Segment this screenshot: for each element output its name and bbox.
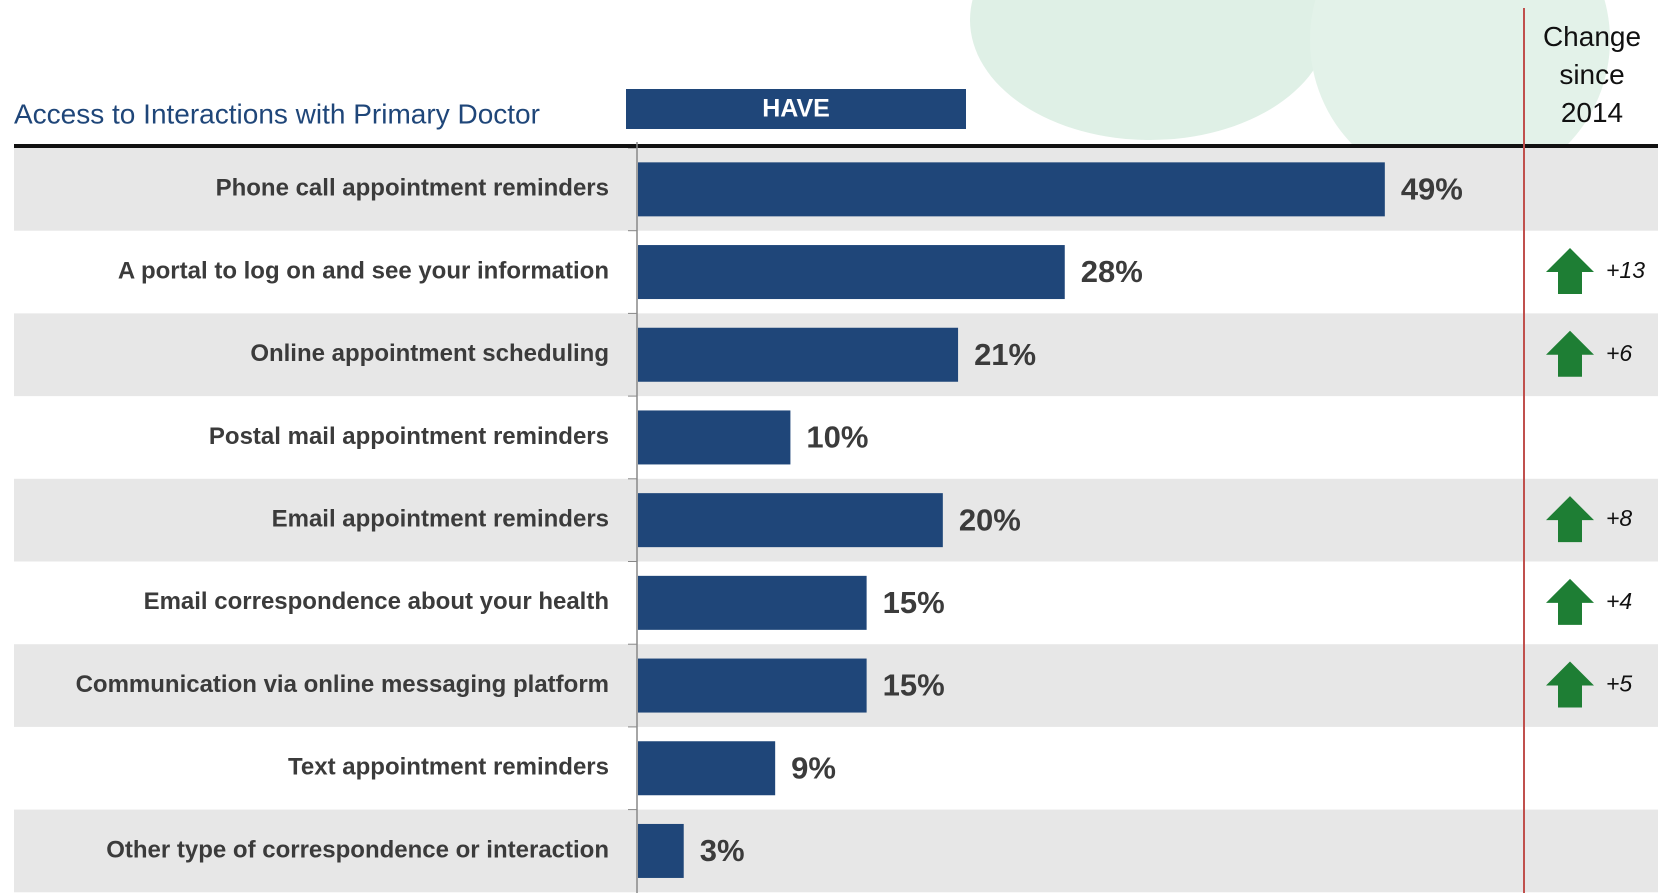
bar — [638, 162, 1385, 217]
change-arrow — [1546, 661, 1594, 708]
value-label: 3% — [700, 833, 745, 868]
change-label: +4 — [1606, 588, 1632, 614]
value-label: 49% — [1401, 172, 1463, 207]
change-arrow — [1546, 578, 1594, 625]
bar — [638, 493, 943, 548]
change-arrow — [1546, 496, 1594, 543]
chart-title: Access to Interactions with Primary Doct… — [14, 98, 540, 129]
bar — [638, 658, 867, 713]
row-band — [14, 809, 1658, 893]
header-box — [626, 89, 966, 129]
category-label: Email correspondence about your health — [144, 588, 609, 615]
value-label: 10% — [806, 420, 868, 455]
change-label: +8 — [1606, 505, 1632, 531]
category-label: A portal to log on and see your informat… — [118, 257, 609, 284]
value-label: 20% — [959, 502, 1021, 537]
category-label: Other type of correspondence or interact… — [106, 836, 609, 863]
change-arrow — [1546, 330, 1594, 377]
background-leaf — [970, 0, 1330, 140]
value-label: 9% — [791, 750, 836, 785]
bar — [638, 245, 1065, 300]
category-label: Communication via online messaging platf… — [76, 671, 609, 698]
change-header: Change since 2014 — [1542, 21, 1642, 128]
bar — [638, 741, 776, 796]
value-label: 21% — [974, 337, 1036, 372]
category-label: Text appointment reminders — [288, 754, 609, 781]
category-label: Postal mail appointment reminders — [209, 423, 609, 450]
bar — [638, 575, 867, 630]
bar — [638, 327, 959, 382]
value-label: 15% — [883, 668, 945, 703]
change-arrow — [1546, 248, 1594, 295]
bar — [638, 410, 791, 465]
category-label: Phone call appointment reminders — [216, 175, 609, 202]
background-leaf — [1310, 0, 1610, 190]
header-label: HAVE — [762, 95, 830, 123]
change-label: +13 — [1606, 257, 1645, 283]
change-label: +5 — [1606, 671, 1632, 697]
value-label: 15% — [883, 585, 945, 620]
value-label: 28% — [1081, 254, 1143, 289]
header-rule — [14, 144, 1658, 148]
category-label: Email appointment reminders — [272, 505, 609, 532]
change-label: +6 — [1606, 340, 1632, 366]
bar — [638, 823, 684, 878]
category-label: Online appointment scheduling — [250, 340, 609, 367]
